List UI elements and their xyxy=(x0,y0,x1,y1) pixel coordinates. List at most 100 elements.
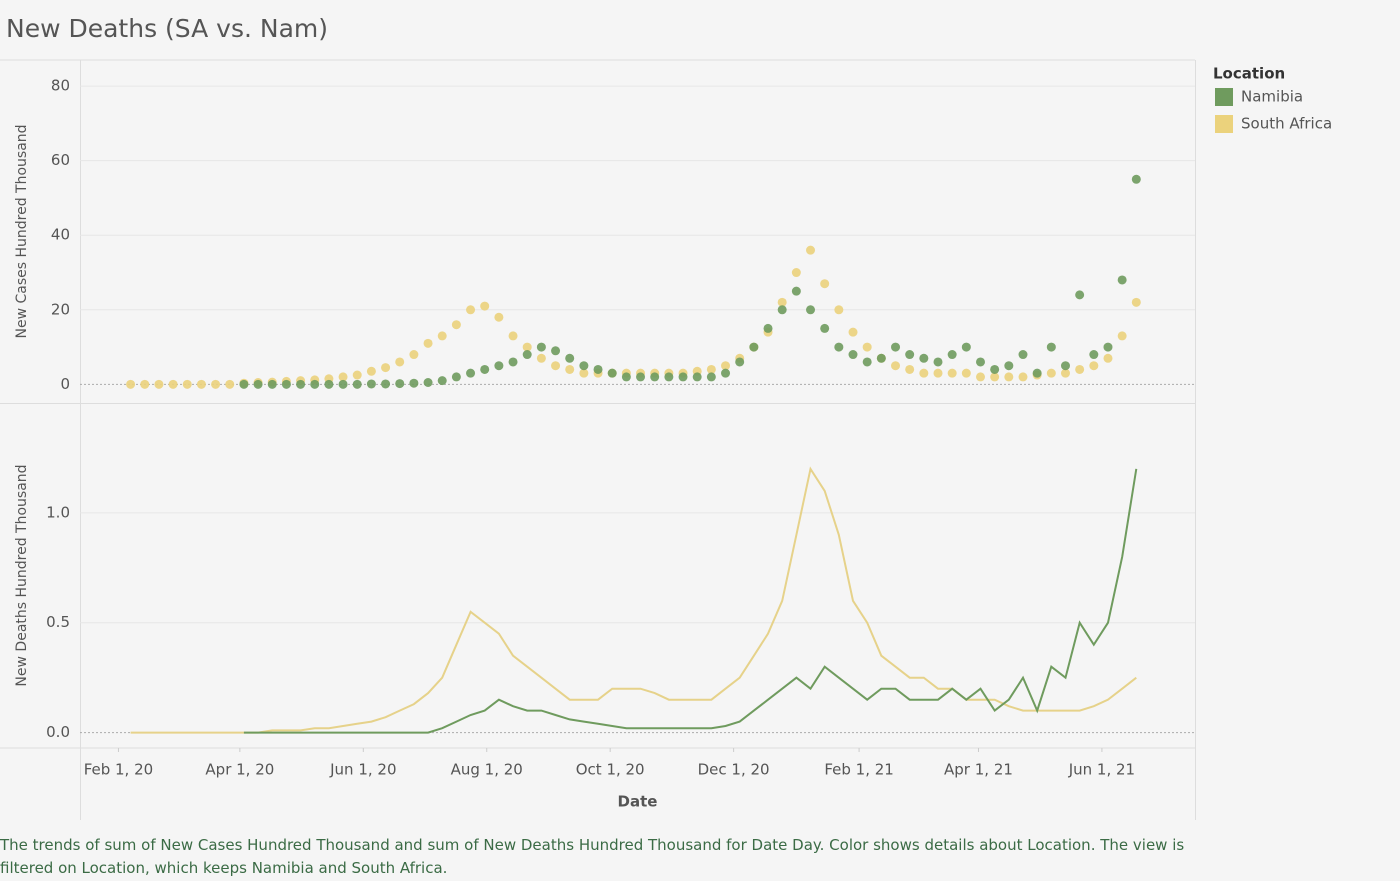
legend-label: South Africa xyxy=(1241,115,1332,133)
point xyxy=(480,301,490,311)
point xyxy=(1060,368,1070,378)
point xyxy=(961,342,971,352)
point xyxy=(607,368,617,378)
point xyxy=(551,361,561,371)
chart: New Deaths (SA vs. Nam) 0 20 40 60 80 New Cas… xyxy=(0,14,1332,820)
point xyxy=(1032,368,1042,378)
point xyxy=(366,366,376,376)
point xyxy=(721,368,731,378)
y-tick-label: 60 xyxy=(51,151,70,169)
chart-title: New Deaths (SA vs. Nam) xyxy=(6,14,328,43)
point xyxy=(678,372,688,382)
point xyxy=(1018,372,1028,382)
point xyxy=(494,361,504,371)
y-axis-label: New Cases Hundred Thousand xyxy=(14,124,30,338)
point xyxy=(395,357,405,367)
y-tick-label: 20 xyxy=(51,300,70,318)
point xyxy=(324,379,334,389)
point xyxy=(919,368,929,378)
point xyxy=(891,342,901,352)
point xyxy=(522,350,532,360)
point xyxy=(296,379,306,389)
point xyxy=(706,364,716,374)
point xyxy=(834,342,844,352)
point xyxy=(565,364,575,374)
legend-swatch xyxy=(1215,88,1233,106)
x-tick-label: Feb 1, 20 xyxy=(84,761,154,779)
point xyxy=(876,353,886,363)
point xyxy=(834,305,844,315)
y-tick-label: 0.5 xyxy=(46,613,70,631)
point xyxy=(1075,290,1085,300)
point xyxy=(791,268,801,278)
frame xyxy=(0,59,1196,820)
point xyxy=(1004,372,1014,382)
point xyxy=(281,379,291,389)
y-tick-label: 0.0 xyxy=(46,723,70,741)
point xyxy=(579,361,589,371)
point xyxy=(1089,350,1099,360)
x-tick-label: Jun 1, 20 xyxy=(329,761,396,779)
line xyxy=(243,468,1138,734)
point xyxy=(1060,361,1070,371)
point xyxy=(352,379,362,389)
point xyxy=(735,357,745,367)
point xyxy=(1089,361,1099,371)
point xyxy=(423,377,433,387)
point xyxy=(947,350,957,360)
point xyxy=(933,368,943,378)
point xyxy=(253,379,263,389)
point xyxy=(423,338,433,348)
y-tick-label: 0 xyxy=(60,375,70,393)
x-tick-label: Apr 1, 20 xyxy=(205,761,274,779)
point xyxy=(409,378,419,388)
point xyxy=(806,305,816,315)
point xyxy=(593,364,603,374)
x-tick-label: Feb 1, 21 xyxy=(824,761,894,779)
y-axis-label: New Deaths Hundred Thousand xyxy=(14,464,30,686)
point xyxy=(721,361,731,371)
point xyxy=(1046,368,1056,378)
point xyxy=(1117,331,1127,341)
point xyxy=(975,372,985,382)
point xyxy=(706,372,716,382)
point xyxy=(947,368,957,378)
point xyxy=(508,331,518,341)
point xyxy=(579,368,589,378)
point xyxy=(508,357,518,367)
point xyxy=(961,368,971,378)
caption: The trends of sum of New Cases Hundred T… xyxy=(0,836,1185,877)
point xyxy=(366,379,376,389)
point xyxy=(466,368,476,378)
point xyxy=(1075,364,1085,374)
point xyxy=(1004,361,1014,371)
point xyxy=(905,350,915,360)
y-tick-label: 1.0 xyxy=(46,503,70,521)
point xyxy=(664,372,674,382)
y-tick-label: 40 xyxy=(51,226,70,244)
point xyxy=(211,379,221,389)
point xyxy=(1131,297,1141,307)
point xyxy=(522,342,532,352)
point xyxy=(536,342,546,352)
point xyxy=(862,342,872,352)
point xyxy=(338,379,348,389)
page: New Deaths (SA vs. Nam) 0 20 40 60 80 New Cas… xyxy=(0,14,1333,877)
point xyxy=(551,346,561,356)
point xyxy=(777,297,787,307)
point xyxy=(621,372,631,382)
point xyxy=(338,372,348,382)
point xyxy=(905,364,915,374)
point xyxy=(466,305,476,315)
point xyxy=(140,379,150,389)
point xyxy=(777,305,787,315)
point xyxy=(975,357,985,367)
point xyxy=(919,353,929,363)
point xyxy=(310,379,320,389)
point xyxy=(126,379,136,389)
legend-label: Namibia xyxy=(1241,88,1303,106)
point xyxy=(225,379,235,389)
point xyxy=(154,379,164,389)
point xyxy=(636,372,646,382)
x-tick-label: Aug 1, 20 xyxy=(451,761,523,779)
